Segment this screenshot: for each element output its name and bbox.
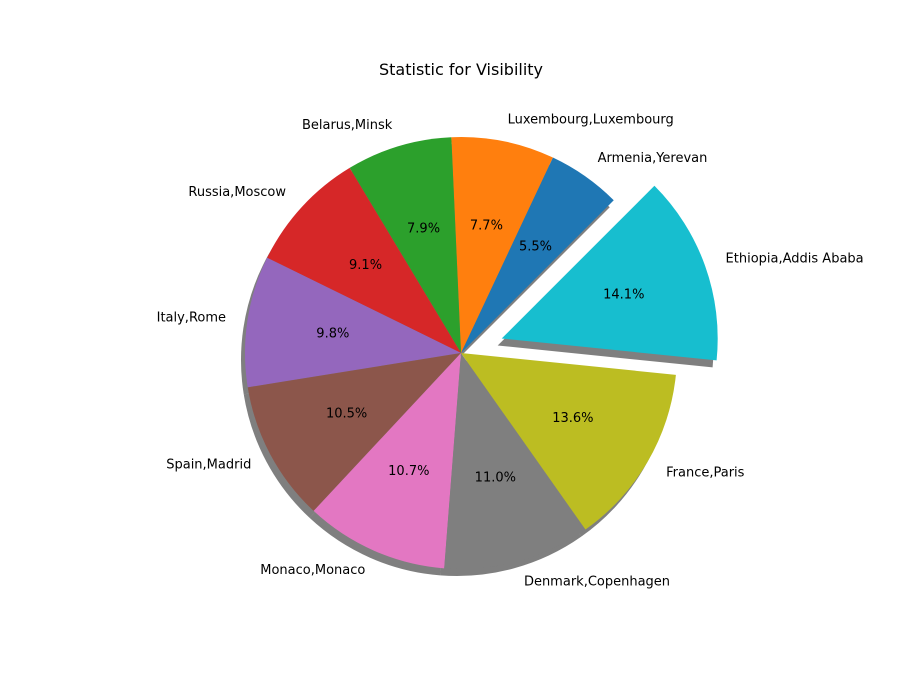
pie-slice-armenia-yerevan xyxy=(461,157,614,353)
slice-percent-spain-madrid: 10.5% xyxy=(326,406,367,421)
slice-label-italy-rome: Italy,Rome xyxy=(157,310,226,325)
pie-slice-italy-rome xyxy=(245,257,461,388)
pie-slice-luxembourg-luxembourg xyxy=(451,137,553,353)
slice-percent-ethiopia-addis-ababa: 14.1% xyxy=(603,288,644,303)
slice-label-russia-moscow: Russia,Moscow xyxy=(188,185,286,200)
slice-label-france-paris: France,Paris xyxy=(666,465,745,480)
pie-slice-layer xyxy=(245,137,718,569)
slice-label-spain-madrid: Spain,Madrid xyxy=(166,457,251,472)
pie-slice-france-paris xyxy=(461,353,676,530)
slice-label-denmark-copenhagen: Denmark,Copenhagen xyxy=(524,575,670,590)
pie-label-layer: Armenia,Yerevan 5.5% Luxembourg,Luxembourg… xyxy=(157,113,864,590)
pie-slice-denmark-copenhagen xyxy=(444,353,586,569)
pie-slice-ethiopia-addis-ababa xyxy=(501,185,718,361)
slice-percent-luxembourg-luxembourg: 7.7% xyxy=(470,218,503,233)
slice-label-armenia-yerevan: Armenia,Yerevan xyxy=(598,151,708,166)
slice-percent-italy-rome: 9.8% xyxy=(316,326,349,341)
chart-title: Statistic for Visibility xyxy=(378,60,544,79)
slice-percent-russia-moscow: 9.1% xyxy=(349,258,382,273)
slice-percent-belarus-minsk: 7.9% xyxy=(407,221,440,236)
pie-slice-russia-moscow xyxy=(267,167,461,353)
pie-slice-spain-madrid xyxy=(247,353,461,511)
slice-label-belarus-minsk: Belarus,Minsk xyxy=(302,118,393,133)
pie-slice-monaco-monaco xyxy=(313,353,461,569)
slice-label-ethiopia-addis-ababa: Ethiopia,Addis Ababa xyxy=(726,251,864,266)
slice-percent-armenia-yerevan: 5.5% xyxy=(519,239,552,254)
slice-label-luxembourg-luxembourg: Luxembourg,Luxembourg xyxy=(508,113,674,128)
slice-label-monaco-monaco: Monaco,Monaco xyxy=(260,563,365,578)
slice-percent-france-paris: 13.6% xyxy=(552,411,593,426)
slice-percent-denmark-copenhagen: 11.0% xyxy=(475,470,516,485)
slice-percent-monaco-monaco: 10.7% xyxy=(388,464,429,479)
pie-slice-belarus-minsk xyxy=(349,137,461,353)
